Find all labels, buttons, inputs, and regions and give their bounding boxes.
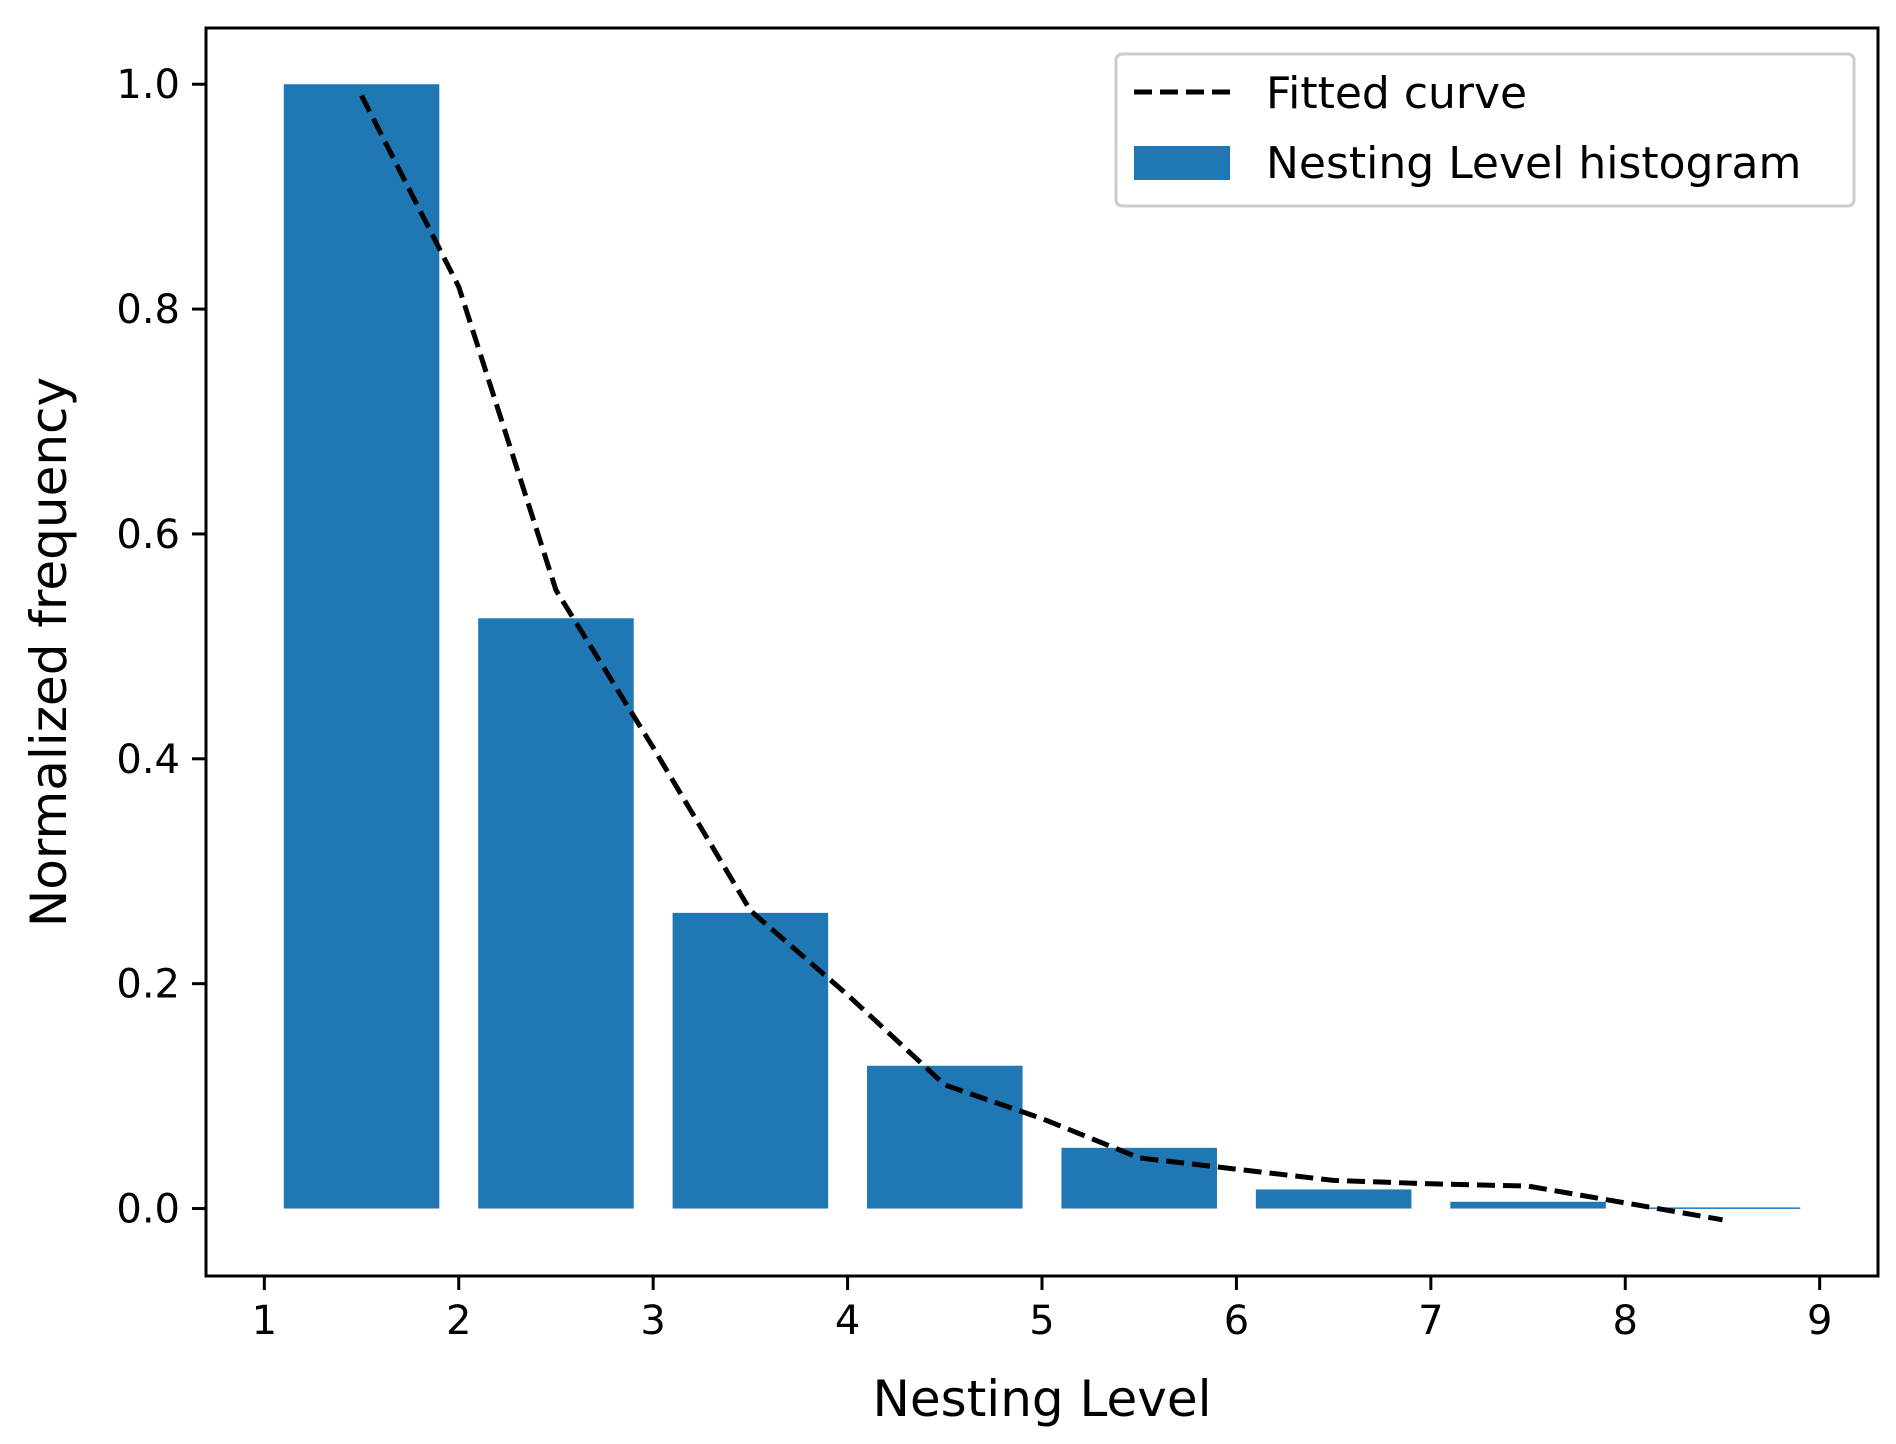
y-tick-label: 0.6	[116, 512, 180, 558]
x-axis-ticks: 1 2 3 4 5 6 7 8 9	[252, 1276, 1832, 1344]
y-axis-ticks: 0.0 0.2 0.4 0.6 0.8 1.0	[116, 62, 206, 1233]
x-tick-label: 3	[640, 1298, 665, 1344]
y-tick-label: 0.8	[116, 287, 180, 333]
y-tick-label: 0.4	[116, 737, 180, 783]
y-axis-label: Normalized frequency	[20, 377, 78, 927]
legend-curve-label: Fitted curve	[1266, 68, 1527, 119]
bar-5	[1061, 1147, 1217, 1209]
legend-box	[1114, 52, 1856, 208]
legend-bar-label: Nesting Level histogram	[1266, 138, 1801, 189]
x-axis-label: Nesting Level	[872, 1370, 1211, 1428]
x-tick-label: 1	[252, 1298, 277, 1344]
bar-1	[283, 84, 440, 1209]
x-tick-label: 4	[835, 1298, 860, 1344]
x-tick-label: 2	[446, 1298, 471, 1344]
y-tick-label: 0.0	[116, 1187, 180, 1233]
y-tick-label: 1.0	[116, 62, 180, 108]
bars-layer	[283, 84, 1801, 1209]
x-tick-label: 5	[1029, 1298, 1054, 1344]
bar-3	[672, 912, 829, 1209]
x-tick-label: 9	[1807, 1298, 1832, 1344]
x-tick-label: 7	[1418, 1298, 1443, 1344]
legend-bar-swatch	[1134, 146, 1230, 180]
bar-6	[1255, 1189, 1412, 1209]
bar-8	[1644, 1207, 1801, 1209]
bar-4	[867, 1065, 1023, 1209]
bar-7	[1450, 1201, 1606, 1209]
legend: Fitted curve Nesting Level histogram	[1114, 52, 1856, 208]
x-tick-label: 8	[1613, 1298, 1638, 1344]
y-tick-label: 0.2	[116, 962, 180, 1008]
x-tick-label: 6	[1224, 1298, 1249, 1344]
bar-2	[478, 618, 634, 1209]
